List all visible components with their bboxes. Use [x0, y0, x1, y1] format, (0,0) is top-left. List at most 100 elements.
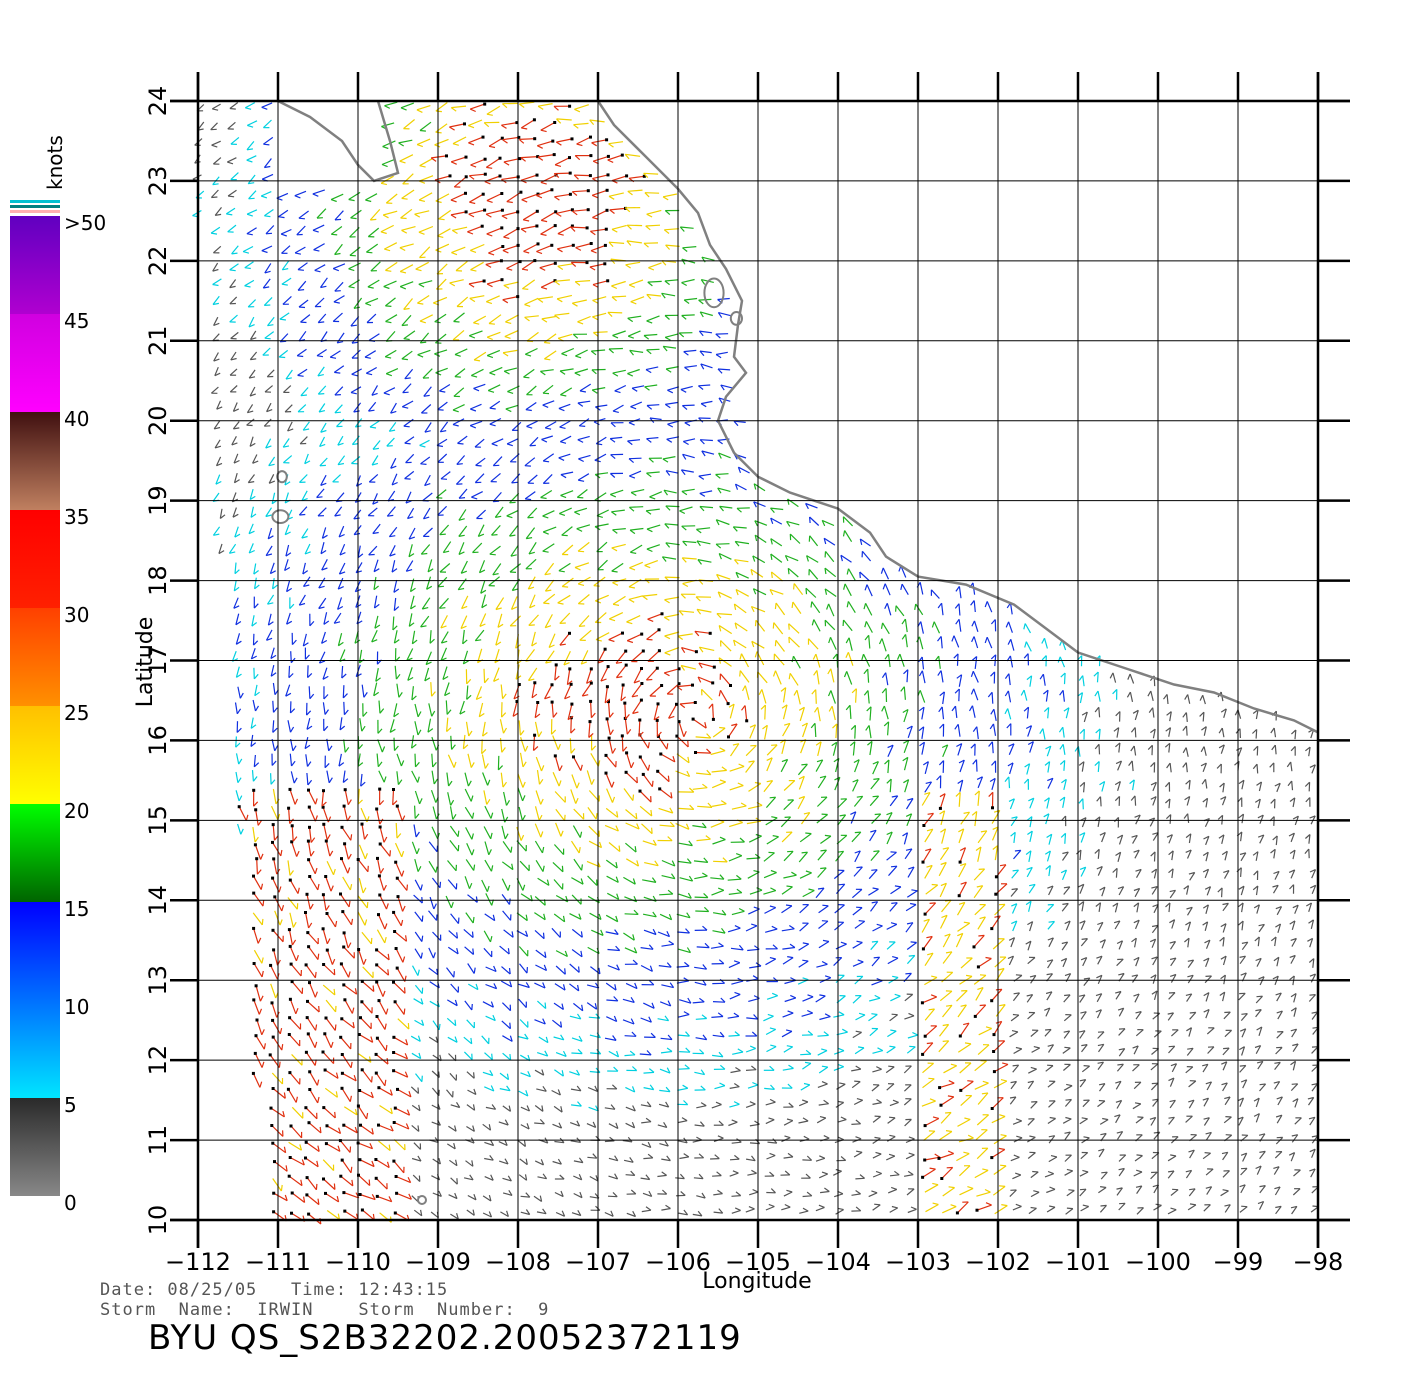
wind-barb-flag	[574, 566, 581, 571]
wind-barb	[783, 799, 795, 811]
wind-barb-flag	[1079, 866, 1086, 870]
wind-barb	[625, 842, 637, 853]
wind-barb	[272, 578, 275, 589]
wind-barb-flag	[733, 603, 737, 611]
wind-barb	[649, 685, 663, 697]
wind-barb	[270, 647, 275, 659]
wind-barb-flag	[1219, 782, 1225, 788]
wind-barb	[782, 704, 788, 720]
wind-barb	[343, 701, 345, 715]
wind-barb	[641, 823, 653, 835]
wind-barb-flag	[323, 620, 330, 625]
wind-barb-flag	[1253, 870, 1259, 876]
wind-barb-flag	[697, 676, 702, 683]
wind-barb	[408, 527, 416, 540]
wind-barb	[835, 723, 838, 739]
wind-barb-flag	[543, 964, 548, 971]
wind-barb-dot	[290, 1191, 294, 1195]
wind-barb-flag	[840, 1156, 847, 1161]
wind-barb-flag	[268, 621, 274, 626]
wind-barb	[411, 770, 419, 783]
wind-barb-flag	[629, 567, 636, 571]
wind-barb-flag	[1189, 1203, 1197, 1206]
wind-barb	[570, 789, 577, 804]
wind-barb-flag	[1096, 974, 1103, 979]
wind-barb	[678, 807, 694, 810]
wind-barb-flag	[939, 793, 946, 798]
wind-barb-flag	[446, 727, 452, 733]
wind-barb	[925, 884, 939, 895]
wind-barb	[322, 1051, 335, 1065]
wind-barb-flag	[411, 695, 417, 701]
wind-barb	[903, 709, 909, 723]
wind-barb-flag	[629, 529, 636, 535]
wind-barb-flag	[490, 812, 494, 819]
wind-barb	[357, 1142, 373, 1150]
wind-barb	[696, 608, 712, 613]
wind-barb-dot	[360, 822, 364, 826]
wind-barb-dot	[603, 647, 607, 651]
wind-barb-flag	[576, 1120, 581, 1127]
wind-barb-flag	[805, 870, 812, 874]
wind-barb	[1026, 994, 1034, 1003]
wind-barb	[1241, 780, 1245, 790]
wind-barb	[992, 723, 997, 736]
colorbar-band	[10, 216, 60, 314]
wind-barb	[501, 1020, 511, 1030]
wind-barb-dot	[976, 965, 980, 969]
wind-barb-dot	[271, 928, 275, 932]
wind-barb	[844, 583, 852, 597]
wind-barb-flag	[769, 1171, 775, 1177]
wind-barb	[824, 619, 836, 631]
wind-barb	[1031, 1047, 1040, 1053]
wind-barb-dot	[675, 734, 679, 738]
wind-barb	[678, 1212, 688, 1216]
wind-barb-flag	[999, 1004, 1006, 1007]
wind-barb	[1101, 887, 1106, 897]
wind-barb-flag	[1292, 1098, 1299, 1103]
wind-barb-flag	[1220, 708, 1227, 713]
wind-barb-flag	[1255, 1165, 1262, 1170]
wind-barb	[413, 1209, 423, 1217]
wind-barb	[959, 759, 965, 773]
wind-barb-flag	[404, 478, 411, 480]
wind-barb	[799, 833, 812, 843]
wind-barb	[580, 650, 589, 665]
wind-barb-flag	[412, 639, 418, 645]
wind-barb	[284, 559, 289, 571]
wind-barb-flag	[991, 760, 996, 766]
wind-barb-flag	[325, 905, 330, 911]
wind-barb-flag	[1311, 1011, 1318, 1014]
wind-barb	[485, 983, 497, 990]
wind-barb	[711, 781, 726, 789]
wind-barb-flag	[400, 760, 405, 767]
wind-barb-flag	[821, 1065, 828, 1068]
wind-barb	[464, 806, 474, 819]
wind-barb-flag	[1136, 1169, 1143, 1173]
wind-barb-flag	[903, 669, 909, 675]
wind-barb	[783, 780, 796, 791]
wind-barb-flag	[762, 724, 768, 730]
wind-barb	[410, 1086, 419, 1094]
wind-barb	[938, 862, 947, 877]
wind-barb	[372, 493, 378, 505]
wind-barb	[887, 721, 890, 736]
wind-barb	[447, 754, 455, 768]
wind-barb-flag	[1187, 959, 1194, 962]
wind-barb-flag	[263, 1043, 266, 1050]
wind-barb	[664, 523, 679, 526]
wind-barb	[309, 1071, 318, 1086]
wind-barb	[250, 506, 254, 518]
wind-barb-flag	[715, 1101, 722, 1106]
wind-barb-flag	[781, 758, 788, 763]
wind-barb-flag	[508, 968, 511, 975]
wind-barb	[1256, 958, 1262, 967]
wind-barb-flag	[1079, 832, 1086, 836]
wind-barb-flag	[1133, 849, 1140, 853]
wind-barb-flag	[362, 887, 367, 894]
wind-barb	[361, 1069, 373, 1083]
wind-barb-dot	[342, 804, 346, 808]
wind-barb-flag	[706, 769, 712, 776]
wind-barb	[576, 489, 588, 498]
wind-barb	[975, 987, 984, 1001]
